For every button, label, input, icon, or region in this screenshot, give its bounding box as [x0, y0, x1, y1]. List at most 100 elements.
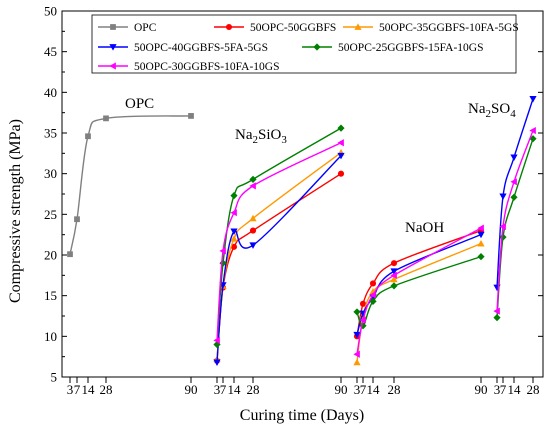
- legend-label: 50OPC-30GGBFS-10FA-10GS: [134, 61, 279, 73]
- data-point: [249, 227, 257, 234]
- legend-label: OPC: [134, 22, 157, 34]
- na2sio3-fa5-series: [213, 148, 345, 362]
- na2so4-group-label: Na2SO4: [468, 101, 516, 120]
- data-point: [493, 314, 501, 322]
- data-point: [219, 259, 227, 267]
- x-tick-label: 14: [367, 382, 381, 397]
- legend-marker: [109, 44, 117, 51]
- x-tick-label: 28: [100, 382, 113, 397]
- data-point: [477, 240, 485, 247]
- data-point: [390, 268, 398, 275]
- legend-box: [91, 14, 517, 74]
- series-line: [216, 155, 342, 363]
- data-point: [369, 297, 377, 305]
- x-tick-label: 28: [388, 382, 401, 397]
- data-point: [499, 222, 506, 231]
- x-tick-label: 28: [527, 382, 540, 397]
- y-axis-title: Compressive strength (MPa): [7, 119, 24, 303]
- x-tick-label: 28: [247, 382, 260, 397]
- data-point: [390, 275, 398, 283]
- legend-item-fa10: 50OPC-30GGBFS-10FA-10GS: [98, 61, 279, 73]
- y-tick-label: 45: [44, 44, 57, 59]
- data-point: [510, 193, 518, 201]
- data-point: [477, 224, 484, 232]
- legend-item-ggbfs: 50OPC-50GGBFS: [214, 22, 336, 34]
- data-point: [359, 316, 366, 324]
- x-tick-label: 7: [220, 382, 227, 397]
- legend-item-fa5gs: 50OPC-40GGBFS-5FA-5GS: [98, 42, 268, 54]
- x-tick-label: 90: [335, 382, 348, 397]
- y-tick-label: 40: [44, 85, 57, 100]
- y-tick-label: 15: [44, 288, 57, 303]
- data-point: [230, 228, 238, 236]
- data-point: [390, 271, 397, 279]
- data-point: [477, 253, 485, 261]
- data-point: [67, 251, 73, 258]
- legend-item-opc: OPC: [98, 22, 157, 34]
- y-tick-label: 20: [44, 248, 57, 263]
- legend-marker: [313, 43, 321, 51]
- opc-group-label: OPC: [125, 96, 154, 112]
- data-point: [337, 139, 344, 147]
- na2sio3-fa15-series: [213, 124, 345, 349]
- x-tick-label: 90: [475, 382, 488, 397]
- x-tick-label: 7: [74, 382, 81, 397]
- data-point: [369, 280, 377, 287]
- x-tick-label: 90: [185, 382, 198, 397]
- x-axis: 3 7 14 28 90 3 7 14 28 90 3 7 14 28 90 3 7 14 28: [67, 377, 540, 397]
- x-tick-label: 3: [354, 382, 361, 397]
- y-tick-label: 30: [44, 166, 57, 181]
- x-tick-label: 3: [494, 382, 501, 397]
- data-point: [493, 307, 500, 315]
- data-point: [230, 209, 237, 217]
- data-point: [510, 154, 518, 161]
- x-tick-label: 7: [360, 382, 367, 397]
- data-point: [337, 170, 345, 177]
- opc-opc-series: [67, 113, 194, 258]
- series-line: [356, 227, 482, 355]
- x-tick-label: 14: [228, 382, 242, 397]
- y-tick-label: 50: [44, 4, 57, 19]
- x-tick-label: 3: [214, 382, 221, 397]
- data-point: [477, 231, 485, 239]
- data-point: [249, 182, 256, 190]
- y-tick-label: 5: [51, 370, 58, 385]
- legend-label: 50OPC-35GGBFS-10FA-5GS: [379, 22, 519, 34]
- legend-marker: [354, 23, 362, 30]
- data-point: [510, 178, 517, 186]
- data-point: [230, 243, 238, 250]
- data-point: [369, 291, 376, 299]
- data-point: [499, 193, 507, 201]
- data-point: [74, 216, 80, 223]
- naoh-fa10-series: [353, 224, 484, 358]
- na2sio3-fa5gs-series: [213, 152, 345, 366]
- legend-label: 50OPC-40GGBFS-5FA-5GS: [134, 42, 268, 54]
- x-tick-label: 14: [508, 382, 522, 397]
- group-labels: OPC Na2SiO3 NaOH Na2SO4: [125, 96, 516, 236]
- data-point: [529, 126, 536, 135]
- data-point: [249, 242, 257, 249]
- legend: OPC 50OPC-50GGBFS 50OPC-35GGBFS-10FA-5GS 50…: [91, 14, 519, 74]
- data-point: [353, 350, 360, 358]
- data-point: [219, 247, 226, 255]
- x-tick-label: 7: [500, 382, 507, 397]
- y-axis: 5 10 15 20 25 30 35 40 45 50: [44, 4, 543, 385]
- legend-label: 50OPC-25GGBFS-15FA-10GS: [338, 42, 483, 54]
- legend-item-fa5: 50OPC-35GGBFS-10FA-5GS: [343, 22, 519, 34]
- data-point: [359, 300, 367, 307]
- legend-marker: [110, 24, 116, 30]
- data-point: [230, 192, 238, 200]
- na2sio3-group-label: Na2SiO3: [235, 127, 287, 146]
- na2sio3-fa10-series: [213, 139, 344, 344]
- data-point: [213, 336, 220, 344]
- data-point: [337, 124, 345, 132]
- naoh-ggbfs-series: [353, 227, 485, 340]
- series-line: [496, 130, 534, 312]
- data-point: [103, 115, 109, 122]
- legend-item-fa15: 50OPC-25GGBFS-15FA-10GS: [302, 42, 483, 54]
- na2so4-fa10-series: [493, 126, 536, 315]
- data-point: [85, 133, 91, 140]
- series-line: [496, 98, 534, 288]
- legend-marker: [109, 62, 116, 70]
- series-line: [216, 151, 342, 360]
